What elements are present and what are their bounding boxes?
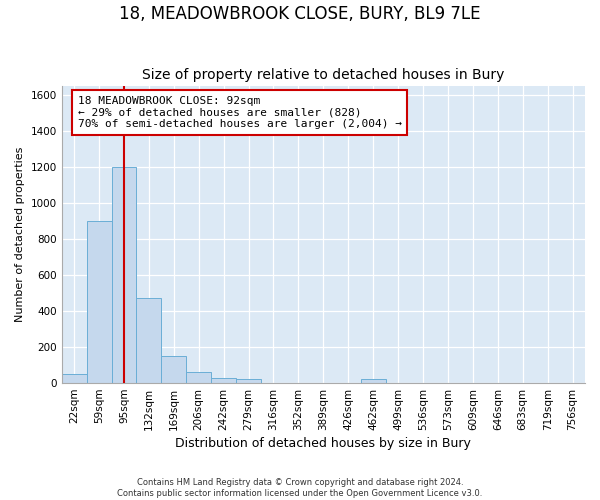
Bar — [361, 380, 386, 383]
Title: Size of property relative to detached houses in Bury: Size of property relative to detached ho… — [142, 68, 505, 82]
Bar — [112, 167, 136, 383]
Bar — [62, 374, 86, 383]
Bar — [86, 221, 112, 383]
Text: 18, MEADOWBROOK CLOSE, BURY, BL9 7LE: 18, MEADOWBROOK CLOSE, BURY, BL9 7LE — [119, 5, 481, 23]
Bar — [186, 372, 211, 383]
Bar — [161, 356, 186, 383]
Bar — [211, 378, 236, 383]
Text: 18 MEADOWBROOK CLOSE: 92sqm
← 29% of detached houses are smaller (828)
70% of se: 18 MEADOWBROOK CLOSE: 92sqm ← 29% of det… — [78, 96, 402, 129]
Text: Contains HM Land Registry data © Crown copyright and database right 2024.
Contai: Contains HM Land Registry data © Crown c… — [118, 478, 482, 498]
X-axis label: Distribution of detached houses by size in Bury: Distribution of detached houses by size … — [175, 437, 471, 450]
Bar — [236, 378, 261, 383]
Bar — [136, 298, 161, 383]
Y-axis label: Number of detached properties: Number of detached properties — [15, 147, 25, 322]
